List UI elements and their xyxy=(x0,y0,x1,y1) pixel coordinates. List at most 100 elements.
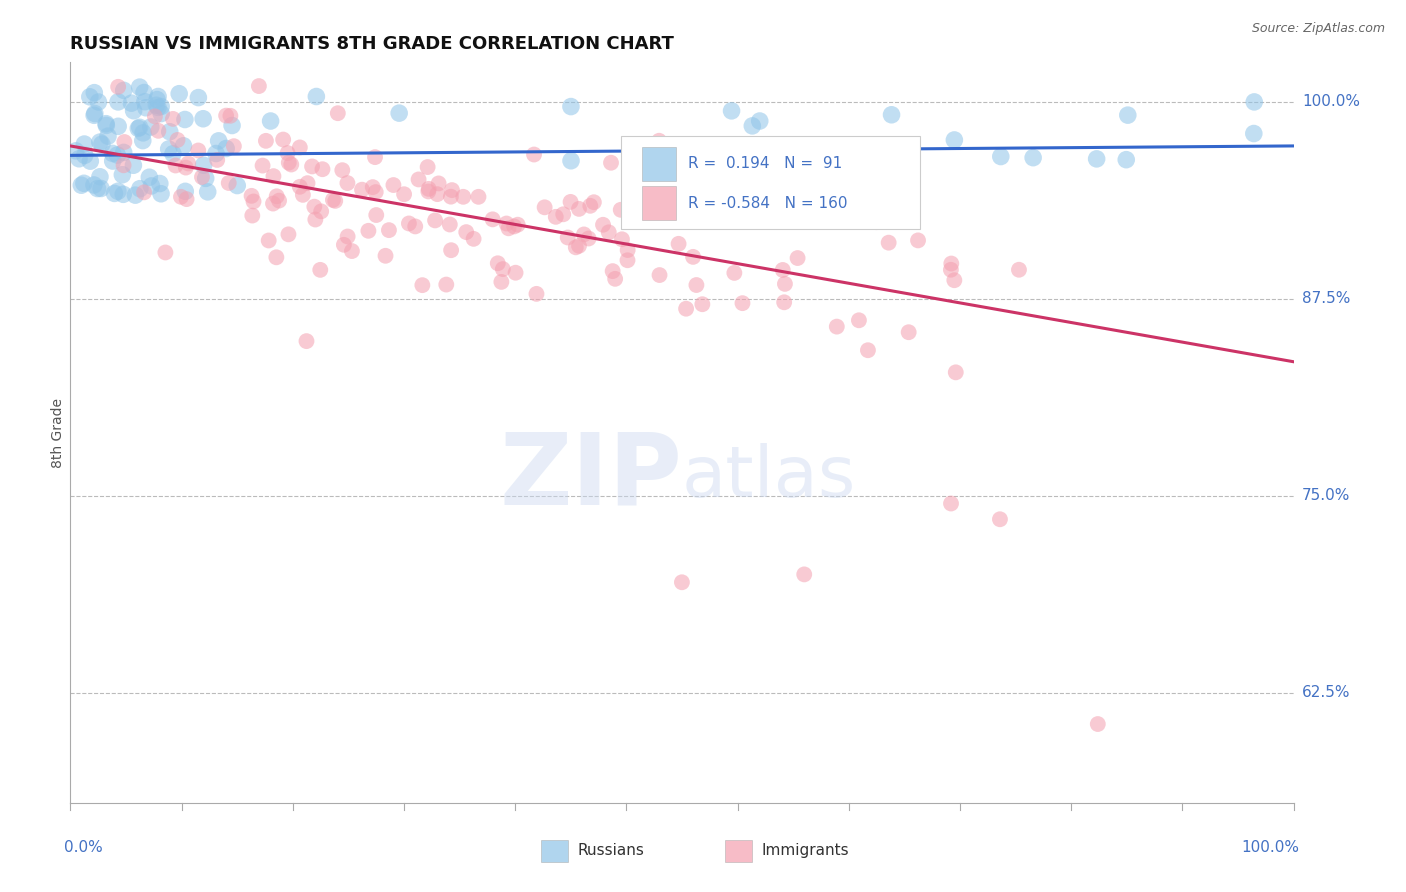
Point xyxy=(648,134,671,148)
Point xyxy=(94,117,117,131)
Point xyxy=(83,86,105,100)
Point xyxy=(107,184,129,198)
Point xyxy=(174,112,197,127)
Point xyxy=(226,178,249,193)
Point xyxy=(669,197,692,211)
Point xyxy=(155,245,177,260)
Point xyxy=(877,235,900,250)
Point xyxy=(451,190,474,204)
Point xyxy=(107,95,129,109)
Point xyxy=(219,109,242,123)
Point xyxy=(560,99,582,113)
Point xyxy=(907,233,929,247)
Point xyxy=(579,199,602,213)
Point xyxy=(785,213,807,227)
Point xyxy=(533,200,555,214)
Point xyxy=(112,145,135,160)
Point xyxy=(159,125,181,139)
Point xyxy=(411,278,433,293)
Point xyxy=(240,209,263,223)
Point xyxy=(170,190,193,204)
Point xyxy=(277,155,299,169)
Point xyxy=(336,176,359,190)
Point xyxy=(277,146,299,161)
Point xyxy=(350,183,373,197)
Point xyxy=(297,176,319,190)
Point xyxy=(167,87,190,101)
Text: R = -0.584   N = 160: R = -0.584 N = 160 xyxy=(688,195,848,211)
Point xyxy=(141,178,163,193)
FancyBboxPatch shape xyxy=(724,840,752,862)
Point xyxy=(112,83,135,97)
Point xyxy=(498,221,520,235)
Point xyxy=(205,153,228,167)
Point xyxy=(675,301,697,316)
Point xyxy=(592,218,614,232)
Point xyxy=(825,319,848,334)
Point xyxy=(578,231,600,245)
Point xyxy=(309,263,332,277)
Point xyxy=(1022,151,1045,165)
Point xyxy=(848,313,870,327)
Point xyxy=(572,227,595,242)
Point xyxy=(682,250,704,264)
Point xyxy=(492,262,515,277)
Point xyxy=(150,106,173,120)
FancyBboxPatch shape xyxy=(621,136,921,229)
Point xyxy=(262,169,284,183)
Point xyxy=(423,213,446,227)
Point xyxy=(1115,153,1137,167)
Point xyxy=(503,219,526,234)
Point xyxy=(382,178,405,192)
Text: R =  0.194   N =  91: R = 0.194 N = 91 xyxy=(688,156,842,171)
Point xyxy=(90,181,112,195)
Point xyxy=(404,219,426,234)
Text: 62.5%: 62.5% xyxy=(1302,685,1350,700)
Text: 100.0%: 100.0% xyxy=(1241,840,1299,855)
Point xyxy=(939,496,962,510)
Point xyxy=(565,240,588,254)
Point xyxy=(988,512,1011,526)
Point xyxy=(79,154,101,169)
Point xyxy=(323,194,346,208)
Point xyxy=(544,210,567,224)
Point xyxy=(322,193,344,207)
Point xyxy=(495,217,517,231)
Point xyxy=(1087,717,1109,731)
Point xyxy=(440,243,463,257)
Point xyxy=(748,114,770,128)
Point xyxy=(880,108,903,122)
Point xyxy=(773,295,796,310)
Point xyxy=(486,256,509,270)
Point xyxy=(215,141,238,155)
Point xyxy=(326,106,349,120)
Point xyxy=(602,264,624,278)
Point xyxy=(720,103,742,118)
Point xyxy=(145,98,167,112)
Point xyxy=(222,139,245,153)
Point xyxy=(101,146,124,161)
Text: 75.0%: 75.0% xyxy=(1302,488,1350,503)
Point xyxy=(132,86,155,100)
Point xyxy=(266,189,288,203)
Point xyxy=(685,278,707,293)
Point xyxy=(96,119,118,133)
Point xyxy=(83,106,105,120)
Point xyxy=(280,157,302,171)
Point xyxy=(146,100,169,114)
Point xyxy=(671,575,693,590)
Point xyxy=(132,186,155,200)
Point xyxy=(247,78,270,93)
Point xyxy=(506,218,529,232)
Point xyxy=(146,93,169,107)
Point xyxy=(267,194,290,208)
Point xyxy=(122,103,145,118)
Point xyxy=(440,189,463,203)
Point xyxy=(87,95,110,109)
Point xyxy=(336,229,359,244)
Point xyxy=(1116,108,1139,122)
Point xyxy=(943,273,966,287)
Point xyxy=(174,185,197,199)
Point xyxy=(176,192,198,206)
Point xyxy=(364,150,387,164)
